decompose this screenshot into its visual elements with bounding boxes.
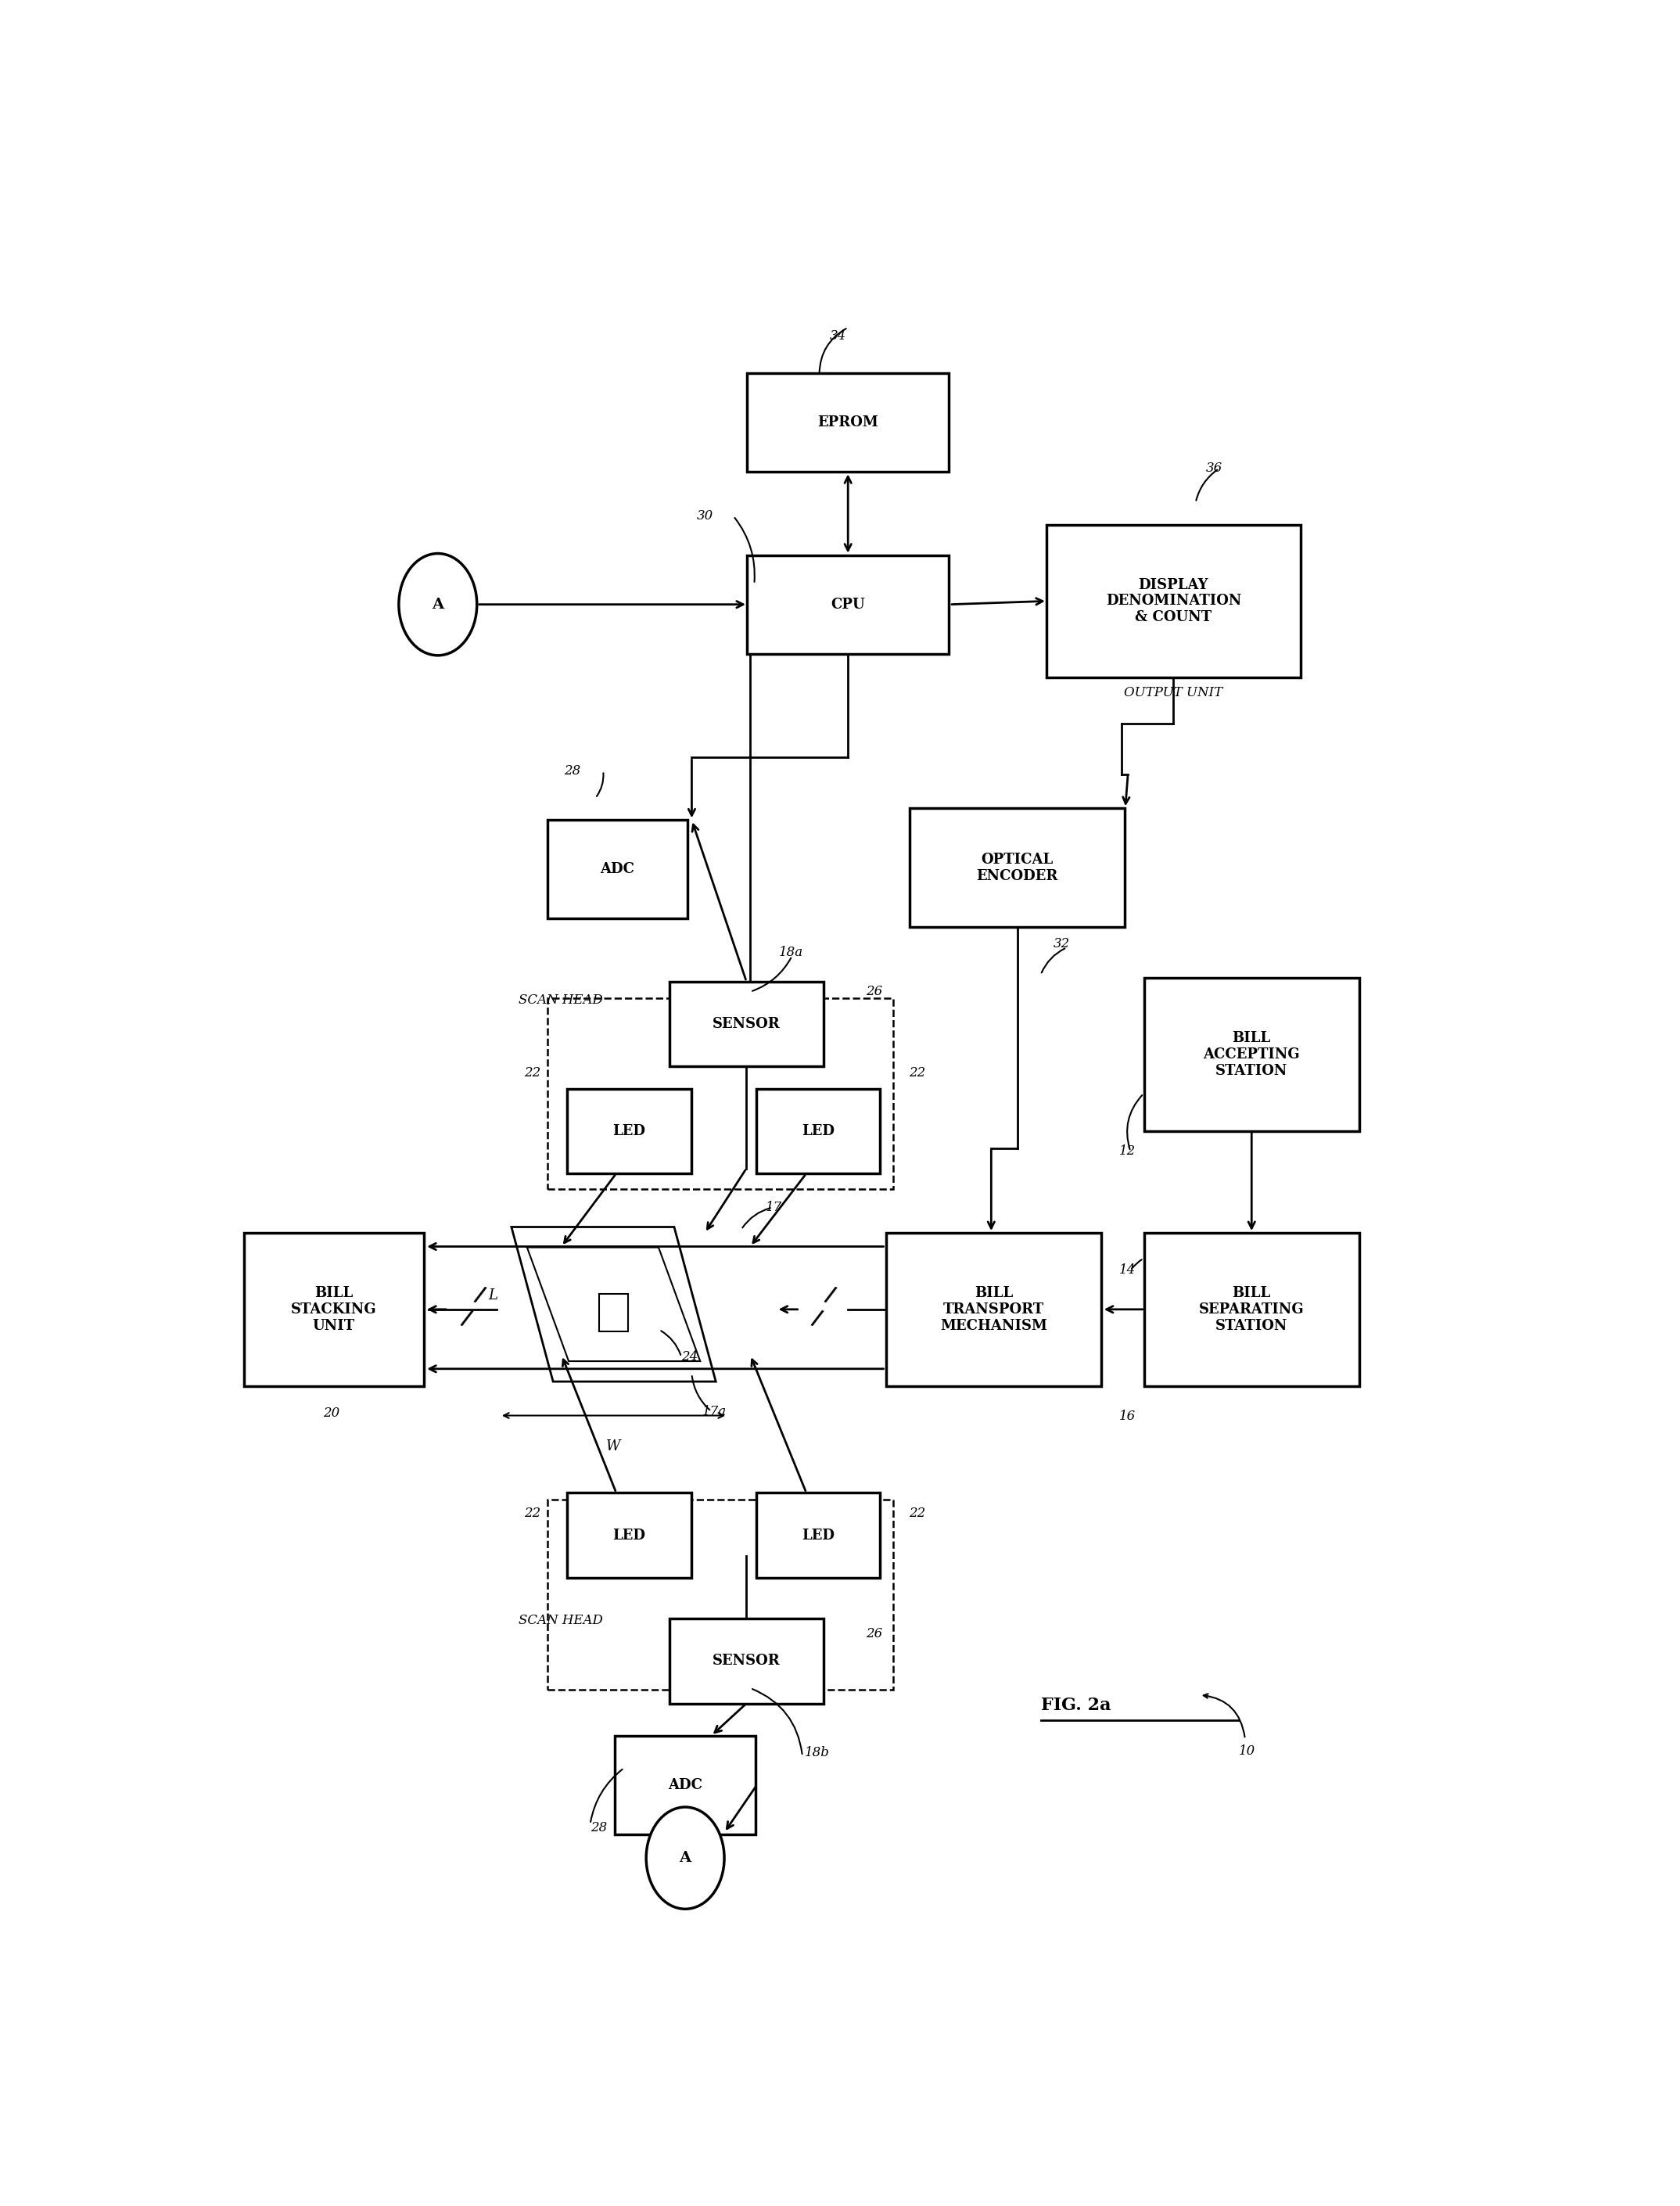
Text: 24: 24 bbox=[682, 1350, 697, 1363]
Text: FIG. 2a: FIG. 2a bbox=[1040, 1696, 1110, 1714]
Bar bbox=[670, 982, 823, 1065]
Text: OPTICAL
ENCODER: OPTICAL ENCODER bbox=[976, 852, 1058, 882]
Text: 36: 36 bbox=[1206, 461, 1223, 474]
Bar bbox=[1144, 977, 1359, 1132]
Circle shape bbox=[398, 554, 477, 655]
Text: SCAN HEAD: SCAN HEAD bbox=[519, 993, 603, 1006]
Text: LED: LED bbox=[613, 1125, 645, 1138]
Text: 17a: 17a bbox=[702, 1405, 726, 1418]
Text: LED: LED bbox=[801, 1125, 835, 1138]
Text: /: / bbox=[810, 1308, 825, 1330]
Text: LED: LED bbox=[801, 1529, 835, 1542]
Text: 26: 26 bbox=[867, 1628, 882, 1641]
Bar bbox=[1144, 1233, 1359, 1385]
Text: DISPLAY
DENOMINATION
& COUNT: DISPLAY DENOMINATION & COUNT bbox=[1105, 578, 1242, 624]
Text: /: / bbox=[472, 1284, 487, 1308]
Bar bbox=[244, 1233, 423, 1385]
Text: W: W bbox=[606, 1438, 622, 1454]
Text: ADC: ADC bbox=[669, 1778, 702, 1791]
Text: EPROM: EPROM bbox=[818, 415, 879, 430]
Bar bbox=[756, 1088, 880, 1174]
Bar bbox=[548, 999, 892, 1189]
Text: CPU: CPU bbox=[832, 598, 865, 611]
Bar bbox=[1047, 525, 1300, 677]
Bar bbox=[748, 556, 949, 653]
Text: L: L bbox=[489, 1288, 497, 1304]
Text: A: A bbox=[679, 1851, 690, 1864]
Bar bbox=[756, 1493, 880, 1577]
Circle shape bbox=[647, 1807, 724, 1908]
Text: 22: 22 bbox=[524, 1507, 541, 1520]
Bar bbox=[887, 1233, 1100, 1385]
Text: 12: 12 bbox=[1119, 1145, 1136, 1158]
Bar bbox=[548, 1500, 892, 1690]
Text: 16: 16 bbox=[1119, 1410, 1136, 1423]
Text: /: / bbox=[459, 1308, 474, 1330]
Bar bbox=[568, 1493, 690, 1577]
Bar bbox=[670, 1619, 823, 1703]
Text: ADC: ADC bbox=[600, 863, 635, 876]
Text: 28: 28 bbox=[564, 763, 581, 777]
Bar bbox=[911, 807, 1124, 927]
Text: SENSOR: SENSOR bbox=[712, 1654, 780, 1668]
Text: SCAN HEAD: SCAN HEAD bbox=[519, 1613, 603, 1626]
Text: 28: 28 bbox=[590, 1820, 606, 1833]
Bar bbox=[615, 1736, 756, 1833]
Text: /: / bbox=[823, 1284, 837, 1308]
Text: 22: 22 bbox=[524, 1068, 541, 1081]
Text: 14: 14 bbox=[1119, 1264, 1136, 1277]
Text: OUTPUT UNIT: OUTPUT UNIT bbox=[1124, 686, 1223, 699]
Text: 34: 34 bbox=[830, 329, 847, 342]
Bar bbox=[600, 1295, 628, 1332]
Text: BILL
SEPARATING
STATION: BILL SEPARATING STATION bbox=[1200, 1286, 1304, 1332]
Bar bbox=[748, 373, 949, 472]
Text: 32: 32 bbox=[1053, 938, 1070, 951]
Text: 22: 22 bbox=[909, 1068, 926, 1081]
Text: A: A bbox=[432, 598, 444, 611]
Text: BILL
ACCEPTING
STATION: BILL ACCEPTING STATION bbox=[1203, 1030, 1300, 1079]
Bar bbox=[568, 1088, 690, 1174]
Text: LED: LED bbox=[613, 1529, 645, 1542]
Text: 30: 30 bbox=[697, 510, 714, 523]
Text: 22: 22 bbox=[909, 1507, 926, 1520]
Bar bbox=[548, 821, 687, 918]
Text: 20: 20 bbox=[323, 1407, 339, 1421]
Text: 18a: 18a bbox=[780, 946, 803, 960]
Text: 18b: 18b bbox=[805, 1747, 830, 1760]
Text: 10: 10 bbox=[1238, 1745, 1255, 1758]
Text: BILL
STACKING
UNIT: BILL STACKING UNIT bbox=[291, 1286, 376, 1332]
Text: BILL
TRANSPORT
MECHANISM: BILL TRANSPORT MECHANISM bbox=[941, 1286, 1047, 1332]
Text: 17: 17 bbox=[766, 1200, 783, 1213]
Text: SENSOR: SENSOR bbox=[712, 1017, 780, 1030]
Text: 26: 26 bbox=[867, 986, 882, 999]
